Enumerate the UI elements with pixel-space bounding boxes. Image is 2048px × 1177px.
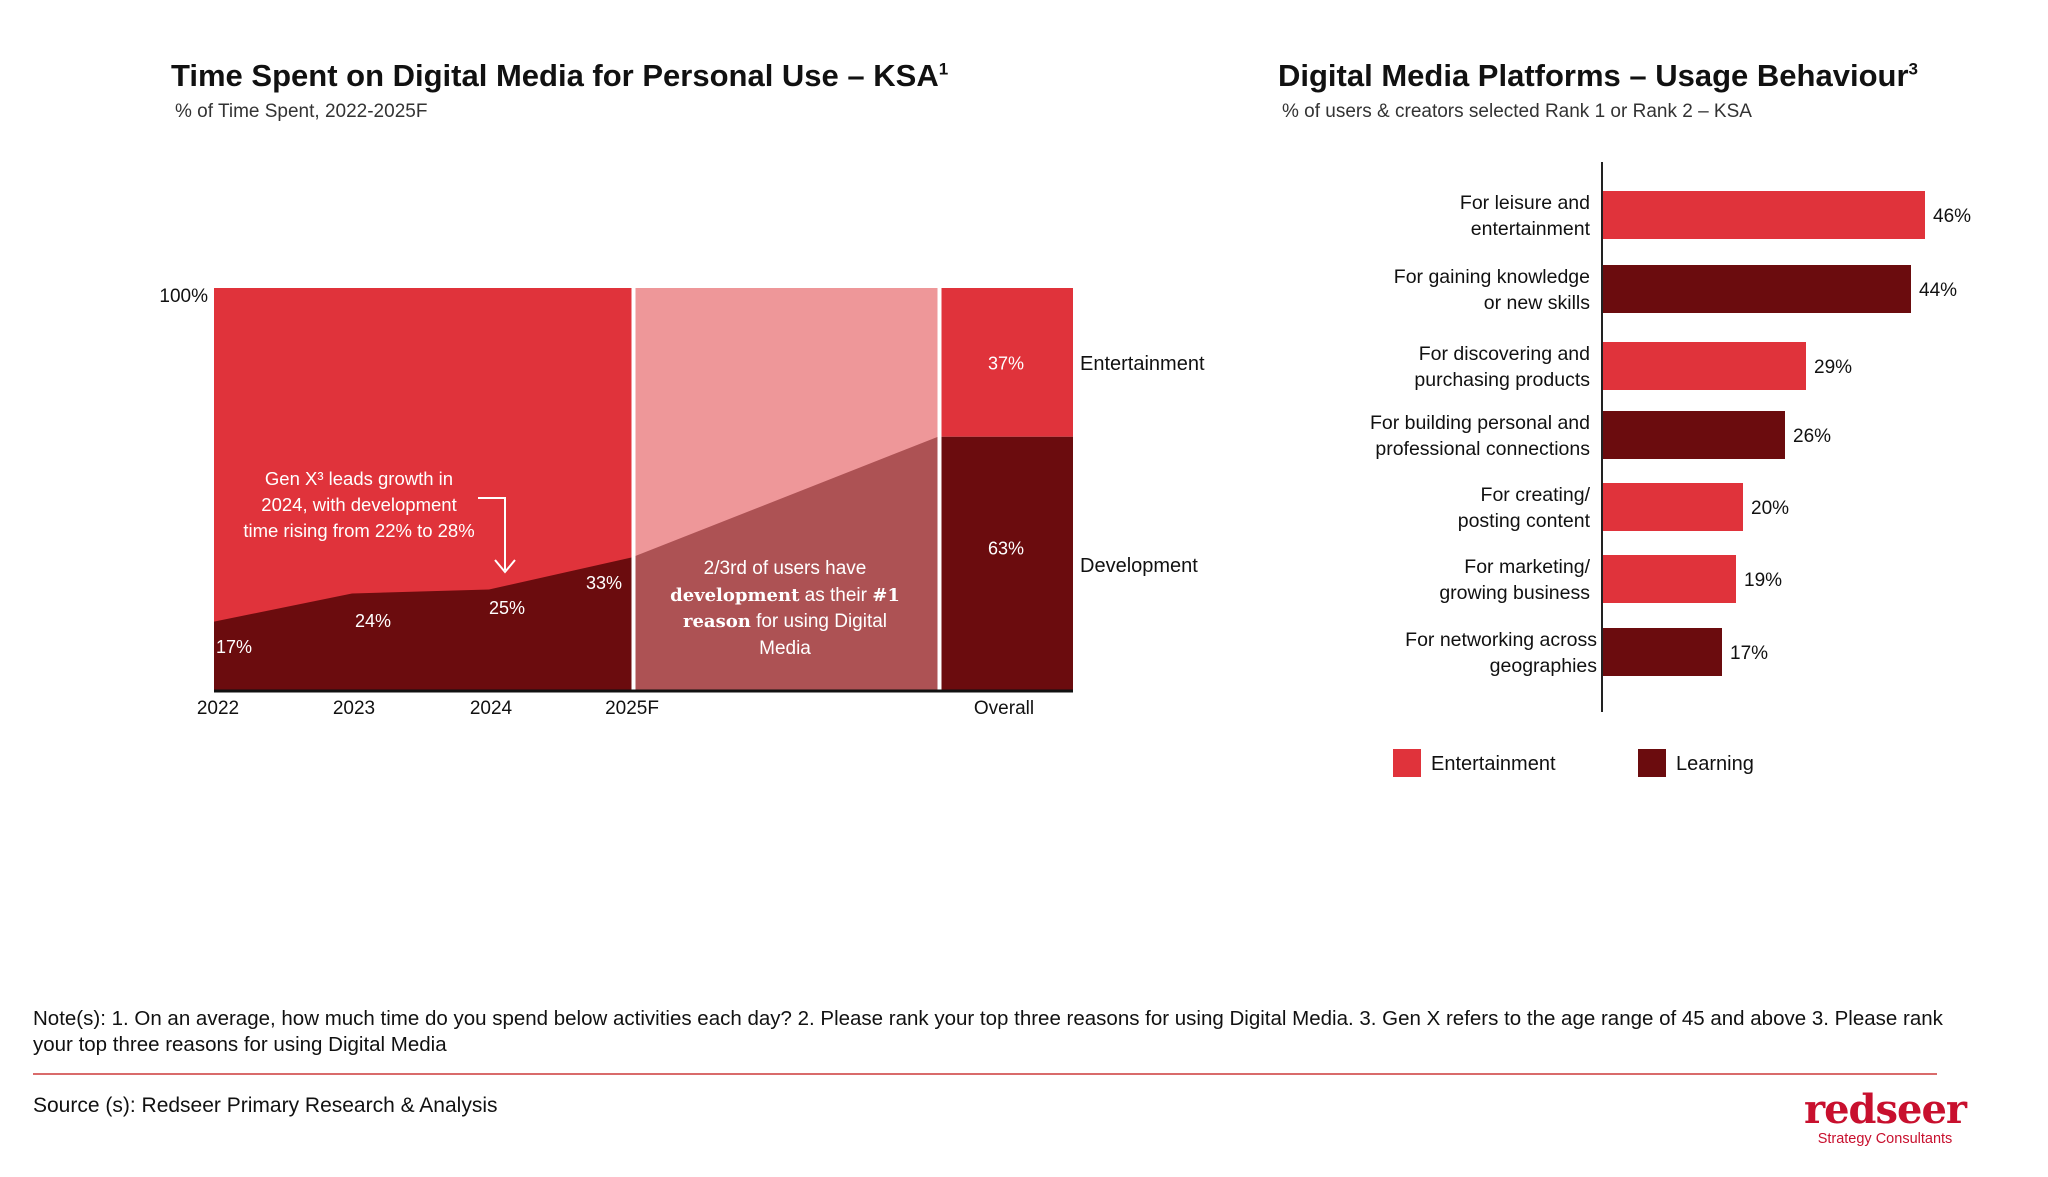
category-label: For networking across xyxy=(1405,629,1597,651)
category-label: For discovering and xyxy=(1419,343,1590,365)
category-label: growing business xyxy=(1439,582,1590,604)
series-label-development: Development xyxy=(1080,555,1198,577)
left-chart-title: Time Spent on Digital Media for Personal… xyxy=(171,58,949,93)
legend-label-learning: Learning xyxy=(1676,753,1754,775)
x-tick-label-overall: Overall xyxy=(974,698,1034,719)
bar xyxy=(1603,411,1785,459)
bar xyxy=(1603,628,1722,676)
bar-value-label: 20% xyxy=(1751,498,1789,519)
forecast-development-area xyxy=(632,436,938,690)
bar xyxy=(1603,191,1925,239)
data-label-overall-entertainment: 37% xyxy=(988,353,1024,373)
category-label: purchasing products xyxy=(1414,369,1590,391)
right-chart-subtitle: % of users & creators selected Rank 1 or… xyxy=(1282,101,1752,122)
right-chart-title: Digital Media Platforms – Usage Behaviou… xyxy=(1278,58,1918,93)
overall-entertainment-segment xyxy=(941,288,1073,437)
category-label: entertainment xyxy=(1471,218,1591,240)
left-chart-subtitle: % of Time Spent, 2022-2025F xyxy=(175,101,428,122)
category-label: For gaining knowledge xyxy=(1394,266,1590,288)
source-text: Source (s): Redseer Primary Research & A… xyxy=(33,1094,498,1117)
time-spent-area-chart: 100% 2022 2023 2024 2025F Overall 17% 24% 25% 33%… xyxy=(159,286,1205,719)
bar-value-label: 46% xyxy=(1933,206,1971,227)
legend-label-entertainment: Entertainment xyxy=(1431,753,1556,775)
footer-divider xyxy=(33,1073,1937,1075)
x-tick-label: 2025F xyxy=(605,698,659,719)
data-label: 17% xyxy=(216,637,252,657)
category-label: professional connections xyxy=(1375,438,1590,460)
logo-tagline: Strategy Consultants xyxy=(1817,1131,1953,1147)
bar-value-label: 19% xyxy=(1744,570,1782,591)
bar-value-label: 44% xyxy=(1919,280,1957,301)
x-tick-label: 2022 xyxy=(197,698,239,719)
bar-value-label: 26% xyxy=(1793,426,1831,447)
data-label: 33% xyxy=(586,573,622,593)
bar xyxy=(1603,342,1806,390)
bar-value-label: 17% xyxy=(1730,643,1768,664)
footnote: Note(s): 1. On an average, how much time… xyxy=(33,1007,1943,1056)
bar xyxy=(1603,265,1911,313)
callout-arrow-head xyxy=(494,559,516,574)
bar xyxy=(1603,555,1736,603)
bar-value-label: 29% xyxy=(1814,357,1852,378)
callout-arrow-line xyxy=(478,497,506,570)
x-tick-label: 2023 xyxy=(333,698,375,719)
legend-swatch-entertainment xyxy=(1393,749,1421,777)
callout-gen-x-line: 2024, with development xyxy=(261,494,456,515)
callout-gen-x-line: time rising from 22% to 28% xyxy=(243,520,474,541)
category-label: For creating/ xyxy=(1481,484,1591,506)
category-label: For building personal and xyxy=(1370,412,1590,434)
data-label-overall-development: 63% xyxy=(988,538,1024,558)
usage-behaviour-bar-chart: 46% For leisure and entertainment 44% For ga… xyxy=(1370,162,1971,777)
category-label: geographies xyxy=(1490,655,1598,677)
legend-swatch-learning xyxy=(1638,749,1666,777)
bar xyxy=(1603,483,1743,531)
category-label: For marketing/ xyxy=(1464,556,1590,578)
data-label: 24% xyxy=(355,611,391,631)
x-tick-label: 2024 xyxy=(470,698,513,719)
overall-development-segment xyxy=(941,436,1073,690)
callout-forecast: 2/3rd of users have development as their… xyxy=(670,558,900,659)
data-label: 25% xyxy=(489,598,525,618)
category-label: posting content xyxy=(1458,510,1591,532)
development-area xyxy=(214,557,632,690)
category-label: or new skills xyxy=(1484,292,1590,314)
y-tick-label: 100% xyxy=(159,286,208,307)
redseer-logo: redseer Strategy Consultants xyxy=(1795,1090,1975,1148)
logo-wordmark: redseer xyxy=(1804,1086,1967,1133)
callout-gen-x-line: Gen X³ leads growth in xyxy=(265,468,453,489)
category-label: For leisure and xyxy=(1460,192,1590,214)
series-label-entertainment: Entertainment xyxy=(1080,353,1205,375)
